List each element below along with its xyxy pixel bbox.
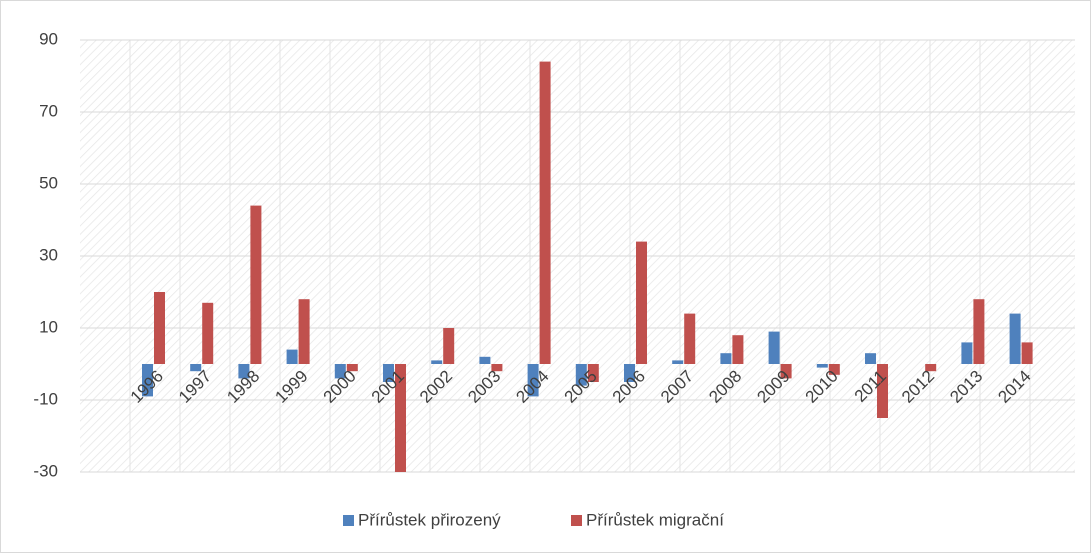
bar: [539, 61, 551, 364]
y-tick-label: 70: [39, 101, 58, 120]
bar: [877, 364, 888, 418]
bar: [732, 335, 744, 364]
bar: [286, 349, 298, 364]
bar: [527, 364, 539, 397]
y-tick-label: 90: [39, 29, 58, 48]
bar: [961, 342, 973, 364]
bar: [684, 313, 696, 364]
legend-label: Přírůstek migrační: [586, 510, 724, 529]
bar: [636, 241, 647, 364]
bar: [298, 299, 310, 364]
y-tick-label: -10: [33, 389, 58, 408]
bar: [780, 364, 792, 379]
bar: [479, 356, 491, 364]
bar: [816, 364, 828, 368]
y-tick-label: -30: [33, 461, 58, 480]
bar: [431, 360, 443, 364]
legend-swatch: [571, 515, 582, 526]
bar: [154, 292, 165, 364]
y-tick-label: 50: [39, 173, 58, 192]
bar: [865, 353, 876, 364]
y-tick-label: 30: [39, 245, 58, 264]
bar: [925, 364, 937, 372]
bar: [973, 299, 985, 364]
legend-label: Přírůstek přirozený: [358, 510, 501, 529]
bar: [250, 205, 262, 364]
bar: [1009, 313, 1021, 364]
bar: [142, 364, 153, 397]
bar: [1021, 342, 1033, 364]
bar: [383, 364, 394, 382]
bar: [190, 364, 202, 372]
y-tick-label: 10: [39, 317, 58, 336]
legend-swatch: [343, 515, 354, 526]
bar: [587, 364, 599, 382]
bar: [720, 353, 732, 364]
bar: [768, 331, 780, 364]
bar: [334, 364, 346, 379]
bar: [624, 364, 635, 382]
bar: [443, 328, 455, 364]
bar: [395, 364, 406, 472]
bar: [202, 302, 214, 364]
bar: [346, 364, 358, 372]
bar: [491, 364, 503, 372]
bar: [238, 364, 250, 379]
bar: [828, 364, 840, 375]
bar: [672, 360, 684, 364]
bar: [575, 364, 587, 386]
